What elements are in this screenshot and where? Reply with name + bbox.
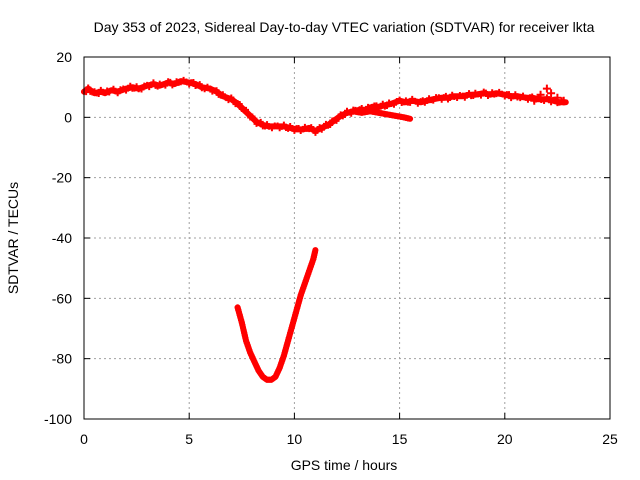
data-point (114, 90, 121, 97)
data-point (430, 97, 437, 104)
data-point (245, 110, 252, 117)
chart-title: Day 353 of 2023, Sidereal Day-to-day VTE… (94, 19, 595, 35)
data-point (512, 91, 519, 98)
data-point (447, 94, 454, 101)
y-tick-label: 20 (56, 49, 72, 65)
data-point (207, 85, 214, 92)
x-tick-label: 25 (602, 431, 618, 447)
data-point (167, 78, 174, 85)
series-line (234, 247, 319, 383)
data-point (470, 92, 477, 99)
data-points (81, 76, 569, 383)
data-point (280, 121, 287, 128)
data-point (213, 87, 220, 94)
data-point (320, 124, 327, 131)
data-point (85, 84, 92, 91)
data-point (312, 129, 319, 136)
data-point (243, 106, 250, 113)
data-point (530, 96, 539, 105)
data-point (559, 96, 568, 105)
data-point (529, 93, 536, 100)
plot-frame (83, 56, 611, 420)
x-tick-label: 20 (497, 431, 513, 447)
data-point (390, 101, 397, 108)
x-tick-label: 15 (392, 431, 408, 447)
data-point (333, 117, 340, 124)
x-axis-label: GPS time / hours (291, 457, 398, 473)
data-point (341, 111, 348, 118)
data-point (542, 84, 551, 93)
data-point (236, 101, 243, 108)
data-point (230, 96, 237, 103)
data-point (257, 118, 264, 125)
data-point (506, 91, 513, 98)
y-tick-label: -80 (52, 351, 72, 367)
x-tick-label: 0 (80, 431, 88, 447)
data-point (219, 91, 226, 98)
data-point (477, 92, 484, 99)
y-tick-label: -60 (52, 290, 72, 306)
axis-ticks: 0 5 10 15 20 25 -100 -80 -60 -40 -20 0 20 (44, 49, 618, 447)
data-point (541, 97, 548, 104)
y-tick-label: -100 (44, 411, 72, 427)
data-point (95, 90, 102, 97)
x-tick-label: 10 (287, 431, 303, 447)
data-point (442, 92, 449, 99)
data-point (482, 89, 489, 96)
data-point (196, 81, 203, 88)
data-point (553, 93, 562, 102)
data-point (162, 82, 169, 89)
data-point (396, 96, 403, 103)
series-dip-trace (234, 247, 319, 383)
data-point (383, 103, 390, 110)
y-tick-label: -40 (52, 230, 72, 246)
y-tick-label: 0 (64, 109, 72, 125)
data-point (536, 90, 545, 99)
data-point (150, 79, 157, 86)
data-point (547, 89, 556, 98)
x-tick-label: 5 (185, 431, 193, 447)
data-point (251, 115, 258, 122)
y-tick-label: -20 (52, 170, 72, 186)
data-point (311, 249, 318, 256)
y-axis-label: SDTVAR / TECUs (5, 182, 21, 294)
data-point (127, 82, 134, 89)
data-point (407, 99, 414, 106)
data-point (327, 122, 334, 129)
data-point (405, 115, 412, 122)
data-point (138, 86, 145, 93)
data-point (190, 78, 197, 85)
